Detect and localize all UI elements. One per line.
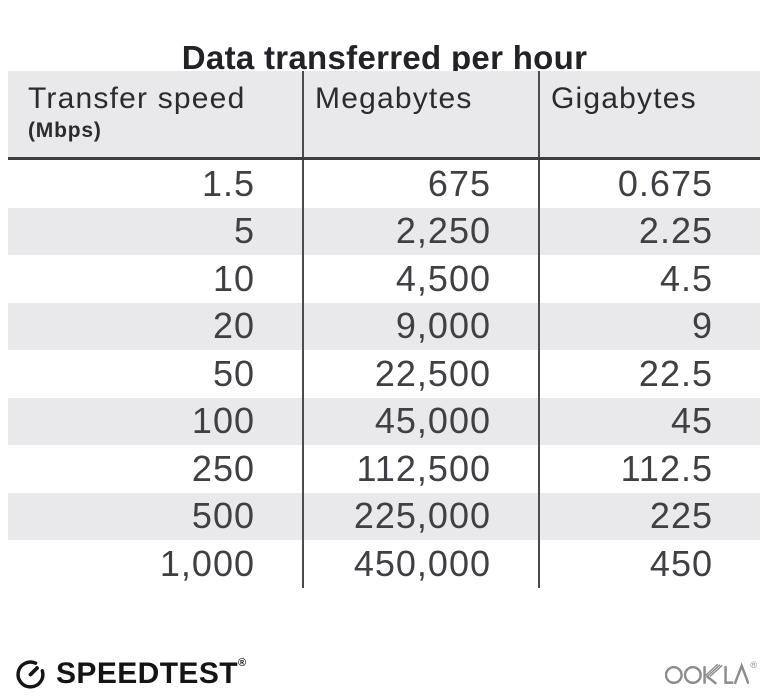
- table-row: 1.5 675 0.675: [8, 160, 760, 208]
- table-cell: 2.25: [538, 207, 760, 255]
- table-cell: 450,000: [302, 540, 538, 588]
- table-row: 250 112,500 112.5: [8, 445, 760, 493]
- table-cell: 250: [191, 447, 255, 489]
- ookla-logo: ®: [665, 660, 757, 686]
- table-row: 1,000 450,000 450: [8, 540, 760, 588]
- table-row: 5 2,250 2.25: [8, 207, 760, 255]
- table-cell: 112.5: [538, 445, 760, 493]
- page-title: Data transferred per hour: [181, 39, 588, 77]
- data-table: Transfer speed (Mbps) Megabytes Gigabyte…: [8, 71, 760, 588]
- column-header-megabytes: Megabytes: [302, 71, 538, 157]
- registered-trademark-icon: ®: [237, 657, 247, 669]
- table-cell: 45: [538, 397, 760, 445]
- speedtest-text: SPEEDTEST: [56, 657, 238, 690]
- ookla-wordmark-icon: [665, 662, 750, 685]
- table-cell: 50: [212, 352, 255, 394]
- table-cell: 4,500: [302, 255, 538, 303]
- table-cell: 22.5: [538, 350, 760, 398]
- table-row: 20 9,000 9: [8, 302, 760, 350]
- table-cell: 45,000: [302, 397, 538, 445]
- table-row: 500 225,000 225: [8, 492, 760, 540]
- table-cell: 9,000: [302, 302, 538, 350]
- table-cell: 450: [538, 540, 760, 588]
- column-header-unit: (Mbps): [28, 119, 102, 142]
- table-cell: 0.675: [538, 160, 760, 208]
- table-cell: 22,500: [302, 350, 538, 398]
- column-header-label: Megabytes: [315, 82, 473, 115]
- table-cell: 225,000: [302, 492, 538, 540]
- table-cell: 2,250: [302, 207, 538, 255]
- table-cell: 100: [191, 400, 255, 442]
- speedtest-wordmark: SPEEDTEST®: [56, 657, 247, 690]
- registered-trademark-icon: ®: [750, 660, 757, 670]
- table-cell: 9: [538, 302, 760, 350]
- column-header-transfer-speed: Transfer speed (Mbps): [8, 71, 302, 157]
- column-header-gigabytes: Gigabytes: [538, 71, 760, 157]
- table-body: 1.5 675 0.675 5 2,250 2.25 10 4,500 4.5 20 9,000 9 5…: [8, 160, 760, 588]
- table-cell: 225: [538, 492, 760, 540]
- column-header-label: Transfer speed: [28, 82, 246, 115]
- table-cell: 5: [233, 210, 255, 252]
- table-cell: 1,000: [159, 542, 255, 584]
- speedtest-logo: SPEEDTEST®: [15, 658, 247, 689]
- table-cell: 675: [302, 160, 538, 208]
- table-row: 50 22,500 22.5: [8, 350, 760, 398]
- table-cell: 4.5: [538, 255, 760, 303]
- table-cell: 1.5: [201, 162, 255, 204]
- table-cell: 10: [212, 257, 255, 299]
- table-row: 10 4,500 4.5: [8, 255, 760, 303]
- table-cell: 20: [212, 305, 255, 347]
- table-cell: 500: [191, 495, 255, 537]
- table-row: 100 45,000 45: [8, 397, 760, 445]
- speedometer-icon: [16, 660, 45, 689]
- column-header-label: Gigabytes: [551, 82, 697, 115]
- table-cell: 112,500: [302, 445, 538, 493]
- table-header-row: Transfer speed (Mbps) Megabytes Gigabyte…: [8, 71, 760, 160]
